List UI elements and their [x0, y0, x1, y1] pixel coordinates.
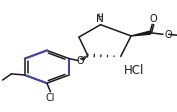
Text: H: H [98, 13, 103, 22]
Text: O: O [164, 30, 172, 40]
Text: HCl: HCl [124, 63, 145, 76]
Text: O: O [77, 56, 84, 65]
Polygon shape [131, 32, 150, 37]
Text: Cl: Cl [46, 92, 55, 102]
Text: N: N [96, 14, 104, 23]
Text: O: O [149, 14, 157, 24]
